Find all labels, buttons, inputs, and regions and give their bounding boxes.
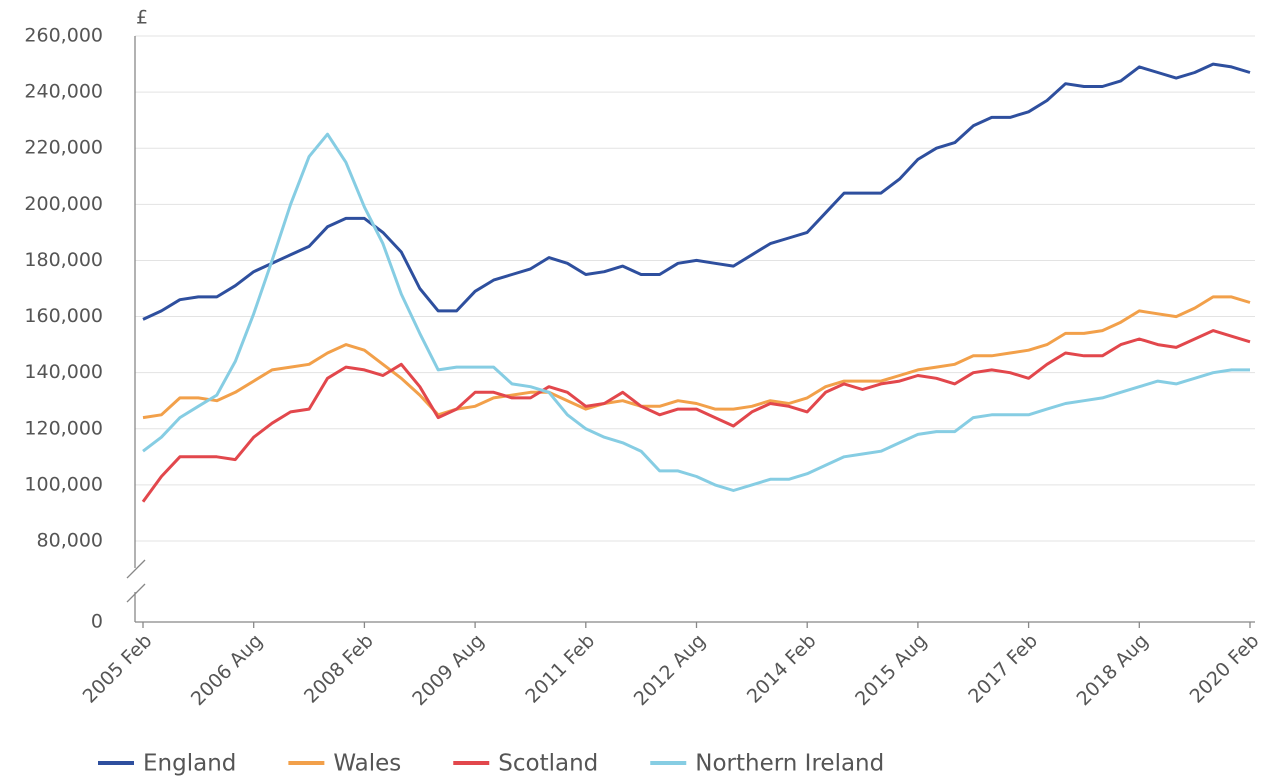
x-tick-label: 2008 Feb xyxy=(300,630,378,708)
x-tick-label: 2020 Feb xyxy=(1186,630,1264,708)
legend-label: Wales xyxy=(333,751,401,777)
x-tick-label: 2012 Aug xyxy=(630,630,710,710)
y-tick-label: 240,000 xyxy=(24,81,103,103)
y-tick-label: 120,000 xyxy=(24,417,103,439)
y-tick-label: 220,000 xyxy=(24,137,103,159)
x-tick-label: 2005 Feb xyxy=(79,630,157,708)
y-tick-label: 140,000 xyxy=(24,361,103,383)
y-tick-label: 0 xyxy=(91,611,103,633)
y-tick-label: 200,000 xyxy=(24,193,103,215)
x-tick-label: 2009 Aug xyxy=(408,630,488,710)
axis-break xyxy=(126,583,146,603)
x-tick-label: 2006 Aug xyxy=(187,630,267,710)
x-tick-label: 2014 Feb xyxy=(743,630,821,708)
legend-label: England xyxy=(143,751,236,777)
series-line xyxy=(142,132,1250,492)
axis-break xyxy=(126,559,146,579)
y-unit-label: £ xyxy=(136,7,148,29)
series-line xyxy=(142,62,1251,321)
y-tick-label: 160,000 xyxy=(24,305,103,327)
y-tick-label: 260,000 xyxy=(24,25,103,47)
y-tick-label: 180,000 xyxy=(24,249,103,271)
x-tick-label: 2017 Feb xyxy=(964,630,1042,708)
y-tick-label: 80,000 xyxy=(37,530,103,552)
series-line xyxy=(142,295,1251,420)
series-line xyxy=(141,329,1251,503)
x-tick-label: 2015 Aug xyxy=(851,630,931,710)
y-tick-label: 100,000 xyxy=(24,473,103,495)
legend-label: Scotland xyxy=(498,751,598,777)
x-tick-label: 2011 Feb xyxy=(521,630,599,708)
x-tick-label: 2018 Aug xyxy=(1072,630,1152,710)
legend-label: Northern Ireland xyxy=(695,751,884,777)
